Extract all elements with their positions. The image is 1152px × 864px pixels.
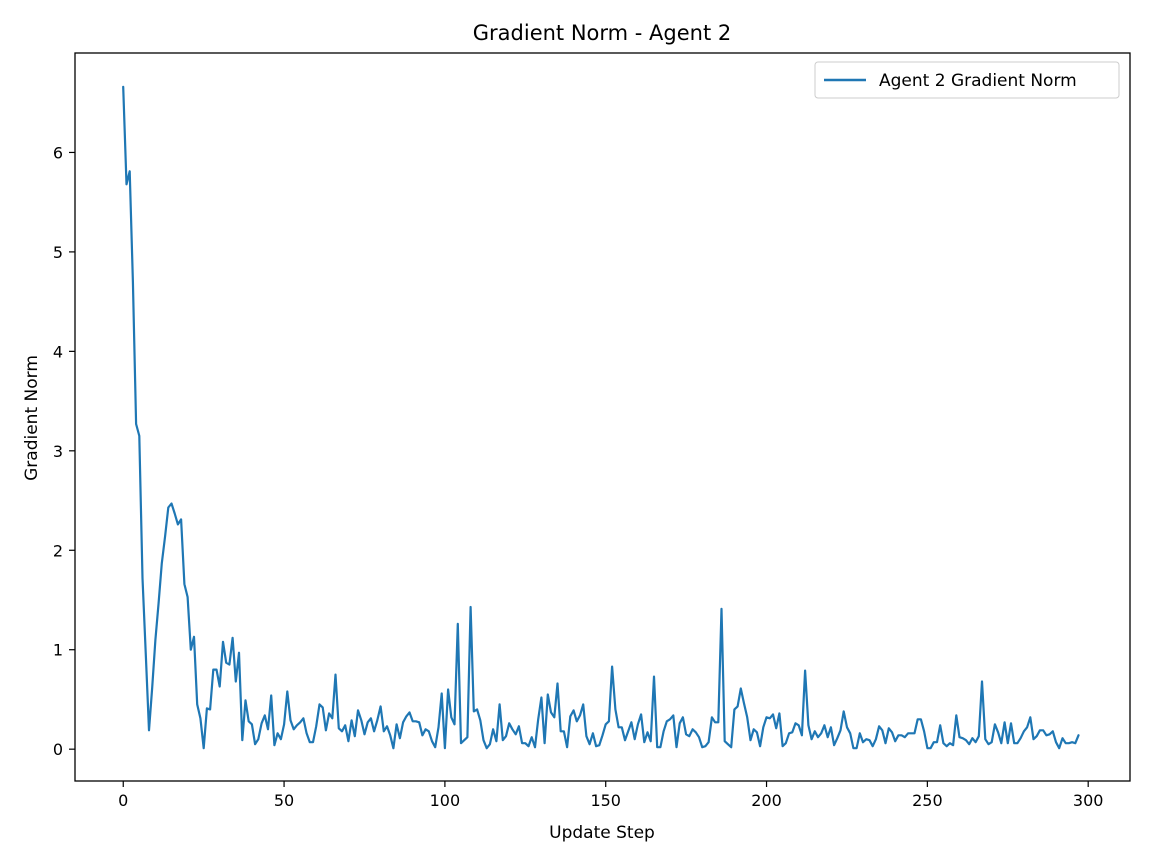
y-axis-label: Gradient Norm bbox=[22, 355, 42, 481]
y-tick-label: 6 bbox=[53, 143, 63, 162]
axis-ticks: 0 50 100 150 200 250 300 0 1 2 3 4 5 6 bbox=[53, 143, 1104, 810]
y-tick-label: 2 bbox=[53, 541, 63, 560]
legend-frame bbox=[814, 61, 1120, 99]
legend: Agent 2 Gradient Norm bbox=[814, 61, 1120, 99]
x-tick-label: 0 bbox=[118, 791, 128, 810]
x-tick-label: 50 bbox=[274, 791, 294, 810]
y-tick-label: 3 bbox=[53, 442, 63, 461]
y-tick-label: 0 bbox=[53, 740, 63, 759]
x-tick-label: 150 bbox=[590, 791, 621, 810]
x-tick-label: 250 bbox=[912, 791, 943, 810]
legend-label: Agent 2 Gradient Norm bbox=[879, 71, 1077, 91]
y-tick-label: 4 bbox=[53, 342, 63, 361]
x-tick-label: 300 bbox=[1073, 791, 1104, 810]
y-tick-label: 1 bbox=[53, 641, 63, 660]
x-tick-label: 100 bbox=[430, 791, 461, 810]
chart-title: Gradient Norm - Agent 2 bbox=[473, 21, 731, 45]
y-tick-label: 5 bbox=[53, 243, 63, 262]
plot-area bbox=[122, 85, 1080, 750]
x-tick-label: 200 bbox=[751, 791, 782, 810]
axes-frame bbox=[74, 52, 1131, 782]
series-line-agent-2 bbox=[122, 85, 1080, 750]
x-axis-label: Update Step bbox=[549, 823, 655, 843]
